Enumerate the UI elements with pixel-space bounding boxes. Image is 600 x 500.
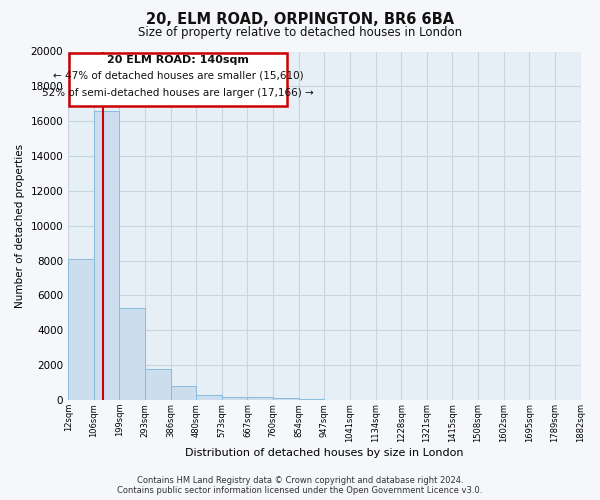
Text: Contains public sector information licensed under the Open Government Licence v3: Contains public sector information licen… (118, 486, 482, 495)
Bar (170, 386, 196, 400)
Bar (145, 368, 170, 400)
Text: Size of property relative to detached houses in London: Size of property relative to detached ho… (138, 26, 462, 39)
Bar (119, 308, 145, 400)
X-axis label: Distribution of detached houses by size in London: Distribution of detached houses by size … (185, 448, 464, 458)
Bar (273, 398, 299, 400)
Bar (94, 111, 119, 400)
FancyBboxPatch shape (70, 53, 287, 106)
Text: 20 ELM ROAD: 140sqm: 20 ELM ROAD: 140sqm (107, 55, 249, 65)
Text: Contains HM Land Registry data © Crown copyright and database right 2024.: Contains HM Land Registry data © Crown c… (137, 476, 463, 485)
Text: ← 47% of detached houses are smaller (15,610): ← 47% of detached houses are smaller (15… (53, 71, 304, 81)
Text: 52% of semi-detached houses are larger (17,166) →: 52% of semi-detached houses are larger (… (43, 88, 314, 99)
Y-axis label: Number of detached properties: Number of detached properties (15, 144, 25, 308)
Bar (196, 395, 222, 400)
Bar (222, 396, 247, 400)
Text: 20, ELM ROAD, ORPINGTON, BR6 6BA: 20, ELM ROAD, ORPINGTON, BR6 6BA (146, 12, 454, 28)
Bar (247, 398, 273, 400)
Bar (299, 399, 325, 400)
Bar (68, 259, 94, 400)
